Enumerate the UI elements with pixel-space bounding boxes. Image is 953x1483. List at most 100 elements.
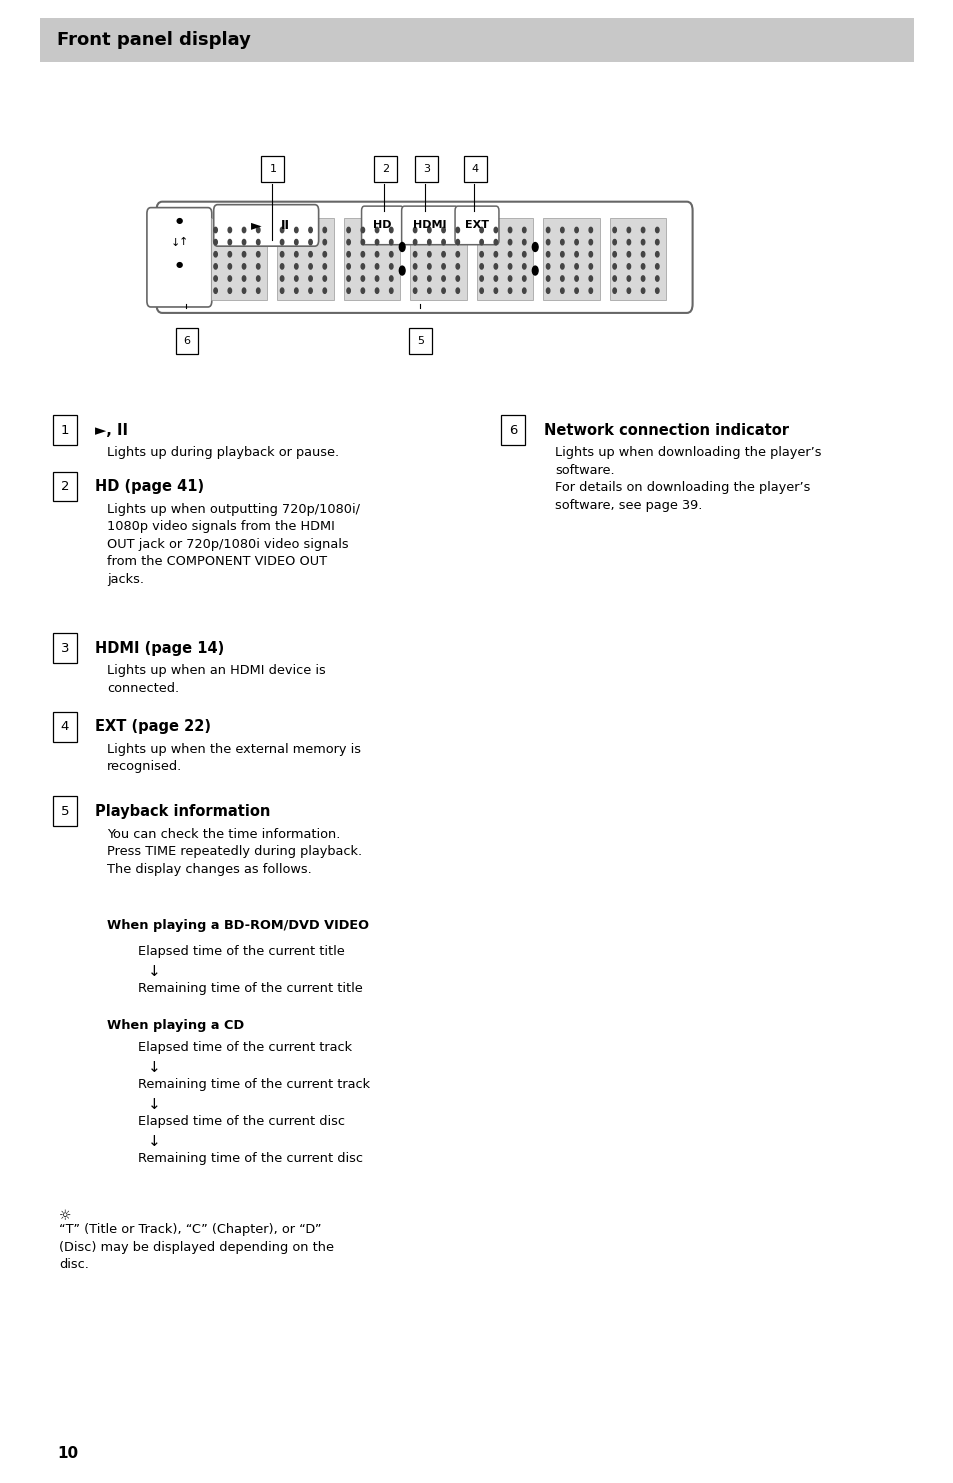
Circle shape [228,288,232,294]
Circle shape [655,288,659,294]
Circle shape [361,227,364,233]
Circle shape [256,264,260,268]
Circle shape [546,227,549,233]
Circle shape [588,276,592,282]
Circle shape [612,239,616,245]
Circle shape [323,239,326,245]
Circle shape [294,276,297,282]
Circle shape [361,239,364,245]
Circle shape [532,265,537,274]
Circle shape [294,252,297,257]
Circle shape [256,252,260,257]
Text: Elapsed time of the current title: Elapsed time of the current title [138,945,345,958]
Circle shape [389,276,393,282]
Circle shape [560,252,563,257]
Circle shape [242,227,246,233]
Circle shape [655,252,659,257]
Circle shape [427,252,431,257]
Circle shape [389,252,393,257]
Circle shape [441,276,445,282]
Circle shape [228,227,232,233]
Text: ↓: ↓ [148,964,160,979]
Circle shape [256,276,260,282]
FancyBboxPatch shape [211,218,267,300]
Text: Network connection indicator: Network connection indicator [543,423,788,437]
Circle shape [494,227,497,233]
Circle shape [427,264,431,268]
Text: ☼: ☼ [59,1209,71,1222]
Circle shape [347,264,350,268]
Text: Lights up when downloading the player’s
software.
For details on downloading the: Lights up when downloading the player’s … [555,446,821,512]
Circle shape [588,288,592,294]
Circle shape [323,227,326,233]
Text: Elapsed time of the current track: Elapsed time of the current track [138,1041,352,1054]
Text: Lights up during playback or pause.: Lights up during playback or pause. [107,446,338,460]
Circle shape [508,264,511,268]
Circle shape [413,264,416,268]
Text: Front panel display: Front panel display [57,31,251,49]
Text: Remaining time of the current disc: Remaining time of the current disc [138,1152,363,1166]
Circle shape [626,276,630,282]
Circle shape [546,264,549,268]
Text: 4: 4 [471,165,478,174]
Circle shape [309,252,312,257]
Text: 1: 1 [61,424,69,436]
Circle shape [508,276,511,282]
Text: 5: 5 [416,337,424,346]
Circle shape [427,288,431,294]
Circle shape [546,276,549,282]
FancyBboxPatch shape [277,218,334,300]
Text: Elapsed time of the current disc: Elapsed time of the current disc [138,1115,345,1129]
FancyBboxPatch shape [53,712,77,742]
Text: ↓: ↓ [148,1134,160,1149]
Circle shape [640,227,644,233]
Circle shape [560,288,563,294]
Circle shape [361,276,364,282]
Circle shape [413,276,416,282]
Circle shape [256,239,260,245]
Circle shape [575,276,578,282]
Circle shape [560,276,563,282]
Circle shape [640,252,644,257]
Circle shape [323,264,326,268]
FancyBboxPatch shape [361,206,403,245]
FancyBboxPatch shape [213,205,318,246]
Circle shape [522,252,525,257]
Circle shape [655,239,659,245]
Circle shape [294,288,297,294]
Circle shape [546,239,549,245]
Circle shape [612,252,616,257]
Circle shape [532,243,537,252]
FancyBboxPatch shape [410,218,466,300]
Circle shape [413,239,416,245]
Circle shape [441,227,445,233]
Circle shape [280,252,284,257]
Circle shape [456,239,459,245]
FancyBboxPatch shape [415,156,437,182]
FancyBboxPatch shape [609,218,665,300]
Circle shape [626,264,630,268]
Circle shape [213,264,217,268]
Text: 3: 3 [61,642,69,654]
Text: “T” (Title or Track), “C” (Chapter), or “D”
(Disc) may be displayed depending on: “T” (Title or Track), “C” (Chapter), or … [59,1223,334,1271]
Circle shape [588,252,592,257]
Circle shape [456,276,459,282]
Text: 6: 6 [509,424,517,436]
Circle shape [441,252,445,257]
Circle shape [309,276,312,282]
Circle shape [479,252,483,257]
Circle shape [375,264,378,268]
FancyBboxPatch shape [53,633,77,663]
Text: EXT: EXT [464,221,489,230]
Circle shape [242,264,246,268]
Circle shape [399,243,405,252]
Text: HDMI (page 14): HDMI (page 14) [95,641,224,655]
Text: 2: 2 [61,480,69,492]
Circle shape [427,276,431,282]
Circle shape [522,227,525,233]
Text: 4: 4 [61,721,69,733]
Circle shape [588,239,592,245]
FancyBboxPatch shape [261,156,284,182]
Circle shape [389,264,393,268]
Circle shape [575,239,578,245]
